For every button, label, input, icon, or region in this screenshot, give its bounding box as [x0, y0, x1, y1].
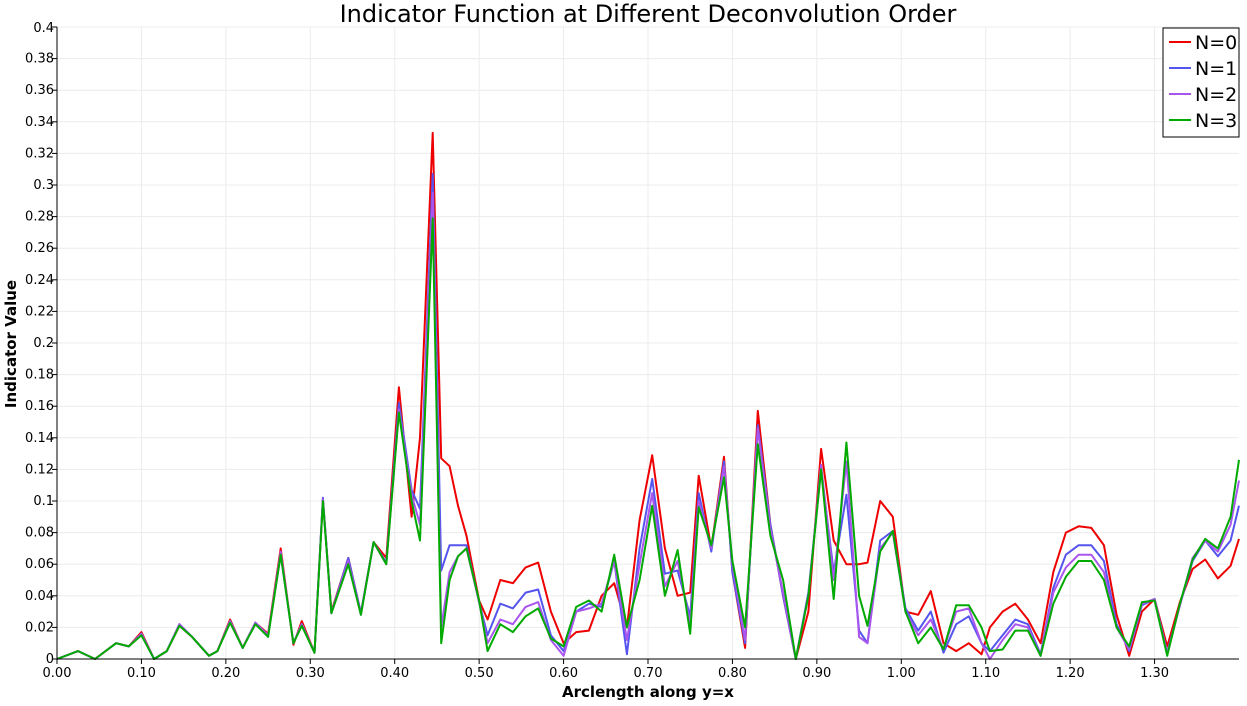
series-line-n-3: [56, 217, 1240, 660]
legend-label: N=0: [1195, 32, 1237, 54]
legend-label: N=1: [1195, 58, 1237, 80]
y-tick-label: 0.1: [33, 494, 54, 509]
x-tick-label: 0.00: [43, 666, 72, 681]
y-tick-label: 0.32: [25, 146, 54, 161]
x-axis-title: Arclength along y=x: [562, 683, 734, 701]
y-tick-label: 0.38: [25, 52, 54, 67]
y-tick-label: 0.26: [25, 241, 54, 256]
x-tick-label: 0.50: [465, 666, 494, 681]
y-tick-label: 0.16: [25, 399, 54, 414]
x-tick-label: 0.20: [211, 666, 240, 681]
y-tick-label: 0.28: [25, 210, 54, 225]
y-tick-label: 0.22: [25, 304, 54, 319]
chart-title: Indicator Function at Different Deconvol…: [340, 0, 957, 28]
x-tick-label: 1.00: [887, 666, 916, 681]
series-line-n-0: [56, 131, 1240, 660]
tick-labels: 00.020.040.060.080.10.120.140.160.180.20…: [25, 21, 1169, 681]
x-tick-label: 0.30: [296, 666, 325, 681]
x-tick-label: 0.70: [634, 666, 663, 681]
x-tick-label: 1.10: [971, 666, 1000, 681]
x-tick-label: 1.30: [1140, 666, 1169, 681]
y-tick-label: 0.04: [25, 589, 54, 604]
x-tick-label: 0.60: [549, 666, 578, 681]
y-tick-label: 0.3: [33, 178, 54, 193]
legend-label: N=2: [1195, 84, 1237, 106]
grid-lines: [56, 26, 1239, 660]
y-tick-label: 0.02: [25, 620, 54, 635]
y-tick-label: 0.12: [25, 462, 54, 477]
y-tick-label: 0: [46, 652, 54, 667]
x-tick-label: 1.20: [1056, 666, 1085, 681]
y-tick-label: 0.24: [25, 273, 54, 288]
x-tick-label: 0.10: [127, 666, 156, 681]
y-tick-label: 0.34: [25, 115, 54, 130]
y-tick-label: 0.36: [25, 83, 54, 98]
x-tick-label: 0.90: [802, 666, 831, 681]
y-tick-label: 0.4: [33, 21, 54, 36]
legend: N=0 N=1 N=2 N=3: [1162, 27, 1240, 138]
x-tick-label: 0.40: [380, 666, 409, 681]
legend-box: [1162, 27, 1240, 138]
series-layer: [56, 131, 1240, 660]
y-tick-label: 0.2: [33, 336, 54, 351]
legend-label: N=3: [1195, 110, 1237, 132]
axes: [52, 26, 1239, 664]
y-tick-label: 0.14: [25, 431, 54, 446]
y-axis-title: Indicator Value: [2, 280, 20, 408]
y-tick-label: 0.08: [25, 526, 54, 541]
x-tick-label: 0.80: [718, 666, 747, 681]
y-tick-label: 0.18: [25, 368, 54, 383]
y-tick-label: 0.06: [25, 557, 54, 572]
